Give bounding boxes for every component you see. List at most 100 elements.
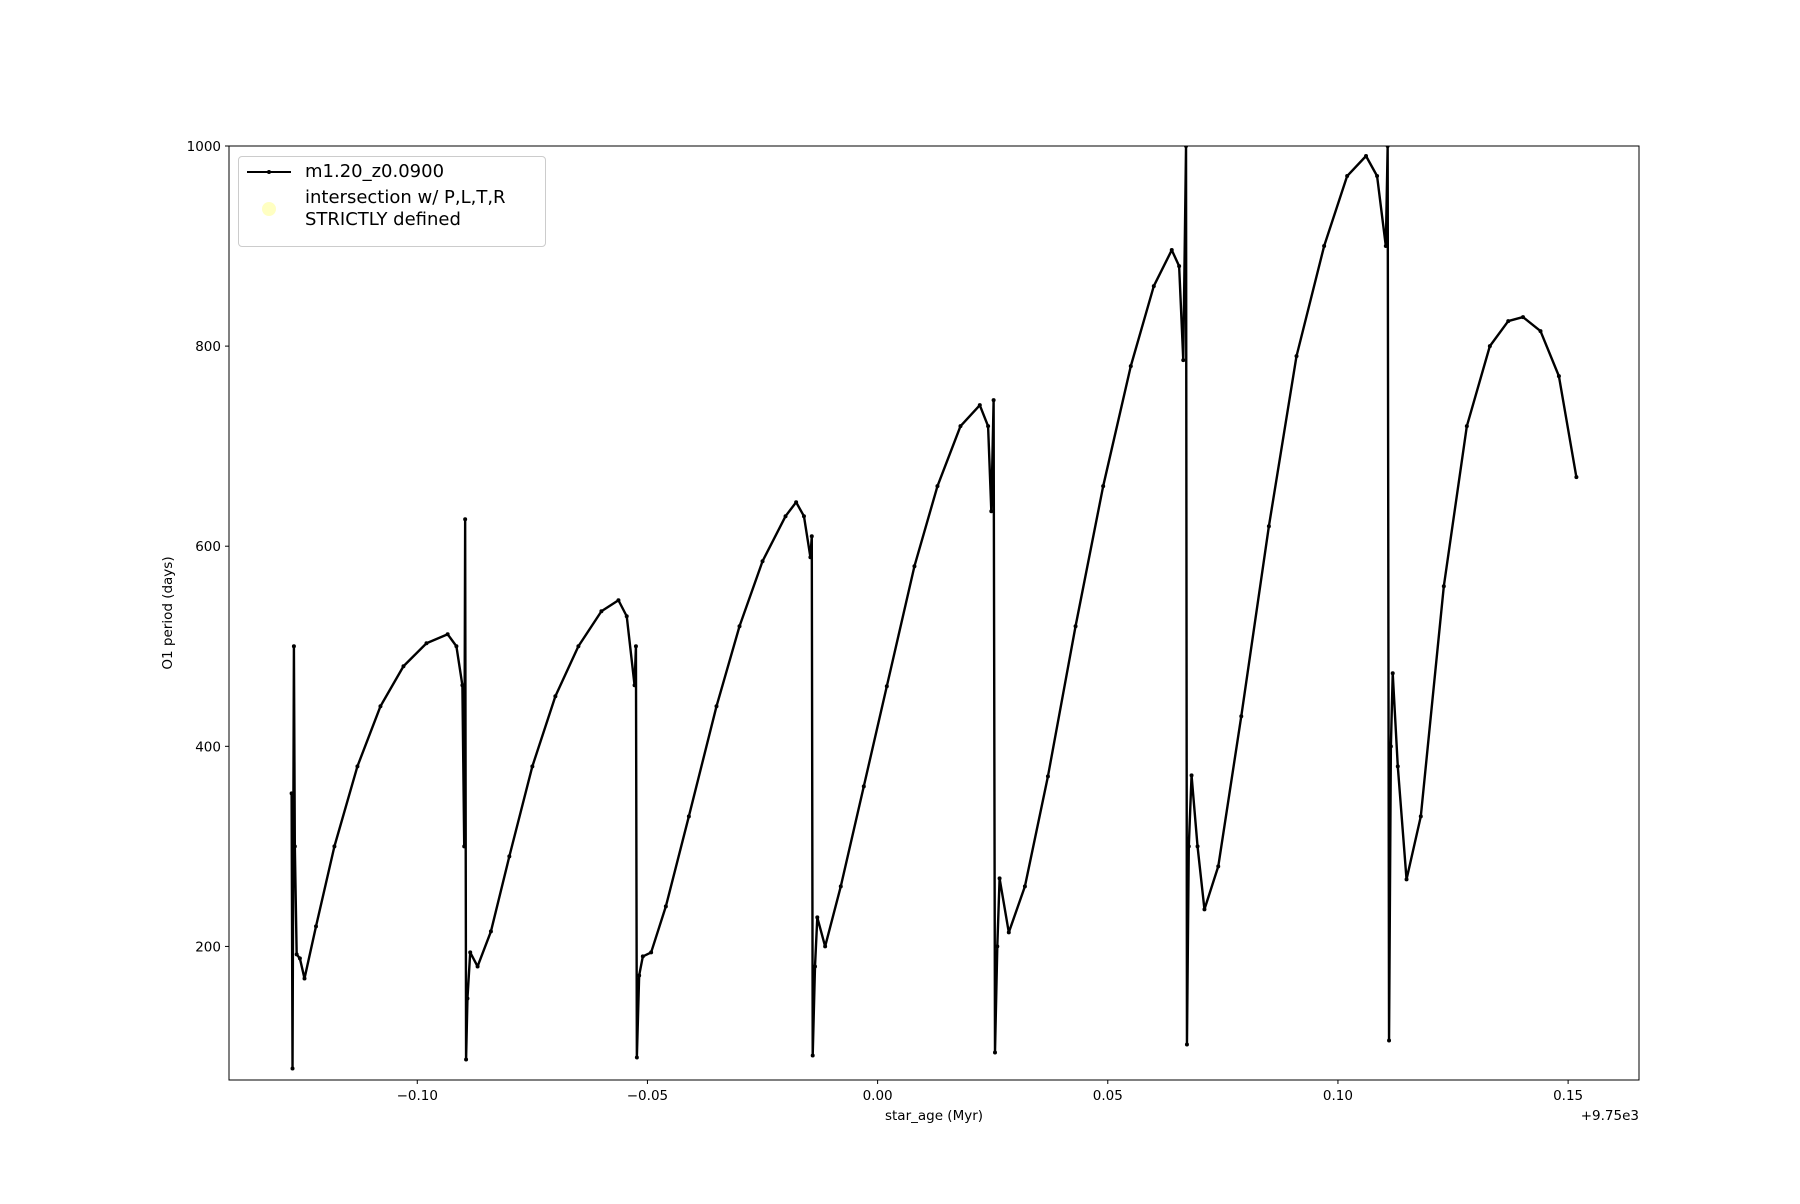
x-tick-label: −0.05	[627, 1088, 668, 1104]
point-marker	[632, 683, 637, 688]
y-tick-label: 800	[195, 339, 221, 355]
point-marker	[1169, 248, 1174, 253]
point-marker	[401, 664, 406, 669]
point-marker	[1387, 1038, 1392, 1043]
point-marker	[1045, 774, 1050, 779]
point-marker	[1266, 524, 1271, 529]
y-tick-label: 200	[195, 939, 221, 955]
point-marker	[1151, 284, 1156, 289]
point-marker	[813, 964, 818, 969]
point-marker	[1006, 930, 1011, 935]
point-marker	[1181, 358, 1186, 363]
point-marker	[297, 956, 302, 961]
point-marker	[995, 944, 1000, 949]
x-tick-label: −0.10	[397, 1088, 438, 1104]
point-marker	[553, 694, 558, 699]
point-marker	[424, 641, 429, 646]
point-marker	[808, 555, 813, 560]
point-marker	[1101, 484, 1106, 489]
legend-label: intersection w/ P,L,T,R STRICTLY defined	[305, 187, 506, 230]
point-marker	[997, 876, 1002, 881]
x-tick-label: 0.00	[863, 1088, 893, 1104]
point-marker	[464, 1057, 469, 1062]
point-marker	[468, 950, 473, 955]
y-tick-label: 1000	[187, 139, 221, 155]
point-marker	[935, 484, 940, 489]
point-marker	[291, 644, 296, 649]
point-marker	[992, 1050, 997, 1055]
point-marker	[1022, 884, 1027, 889]
point-marker	[861, 784, 866, 789]
point-marker	[599, 609, 604, 614]
point-marker	[1395, 764, 1400, 769]
point-marker	[1184, 1042, 1189, 1047]
point-marker	[809, 534, 814, 539]
legend-label: m1.20_z0.0900	[305, 161, 445, 182]
point-marker	[454, 644, 459, 649]
point-marker	[290, 1066, 295, 1071]
point-marker	[649, 950, 654, 955]
point-marker	[977, 403, 982, 408]
point-marker	[1520, 315, 1525, 320]
point-marker	[760, 559, 765, 564]
point-marker	[912, 564, 917, 569]
point-marker	[1383, 244, 1388, 249]
point-marker	[1322, 244, 1327, 249]
point-marker	[616, 598, 621, 603]
point-marker	[637, 973, 642, 978]
point-marker	[1195, 844, 1200, 849]
point-marker	[1202, 907, 1207, 912]
point-marker	[838, 884, 843, 889]
legend-symbol	[247, 170, 291, 174]
point-marker	[507, 854, 512, 859]
point-marker	[1464, 424, 1469, 429]
series-line	[290, 146, 1578, 1070]
point-marker	[465, 996, 470, 1001]
point-marker	[292, 844, 297, 849]
x-tick-label: 0.10	[1323, 1088, 1353, 1104]
point-marker	[1388, 744, 1393, 749]
x-tick-label: 0.05	[1093, 1088, 1123, 1104]
point-marker	[378, 704, 383, 709]
point-marker	[445, 632, 450, 637]
point-marker	[1441, 584, 1446, 589]
point-marker	[1216, 864, 1221, 869]
point-marker	[884, 684, 889, 689]
point-marker	[462, 844, 467, 849]
point-marker	[1418, 814, 1423, 819]
point-marker	[1189, 773, 1194, 778]
point-marker	[810, 1053, 815, 1058]
point-marker	[1390, 671, 1395, 676]
point-marker	[986, 424, 991, 429]
point-marker	[634, 1055, 639, 1060]
point-marker	[991, 398, 996, 403]
point-marker	[958, 424, 963, 429]
plot-frame	[228, 145, 1640, 1081]
point-marker	[289, 791, 294, 796]
legend-symbol	[262, 202, 276, 216]
point-marker	[686, 814, 691, 819]
legend-entry: intersection w/ P,L,T,R STRICTLY defined	[245, 187, 506, 231]
point-marker	[823, 944, 828, 949]
y-tick-label: 400	[195, 739, 221, 755]
point-marker	[1177, 264, 1182, 269]
point-marker	[1487, 344, 1492, 349]
point-marker	[355, 764, 360, 769]
point-marker	[475, 964, 480, 969]
point-marker	[576, 644, 581, 649]
point-marker	[530, 764, 535, 769]
point-marker	[1556, 374, 1561, 379]
point-marker	[714, 704, 719, 709]
point-marker	[314, 924, 319, 929]
x-tick-label: 0.15	[1553, 1088, 1583, 1104]
y-axis-label: O1 period (days)	[160, 556, 176, 669]
point-marker	[1345, 174, 1350, 179]
point-marker	[815, 915, 820, 920]
point-marker	[640, 954, 645, 959]
point-marker	[801, 514, 806, 519]
point-marker	[1128, 364, 1133, 369]
legend-marker	[262, 202, 276, 216]
point-marker	[624, 614, 629, 619]
